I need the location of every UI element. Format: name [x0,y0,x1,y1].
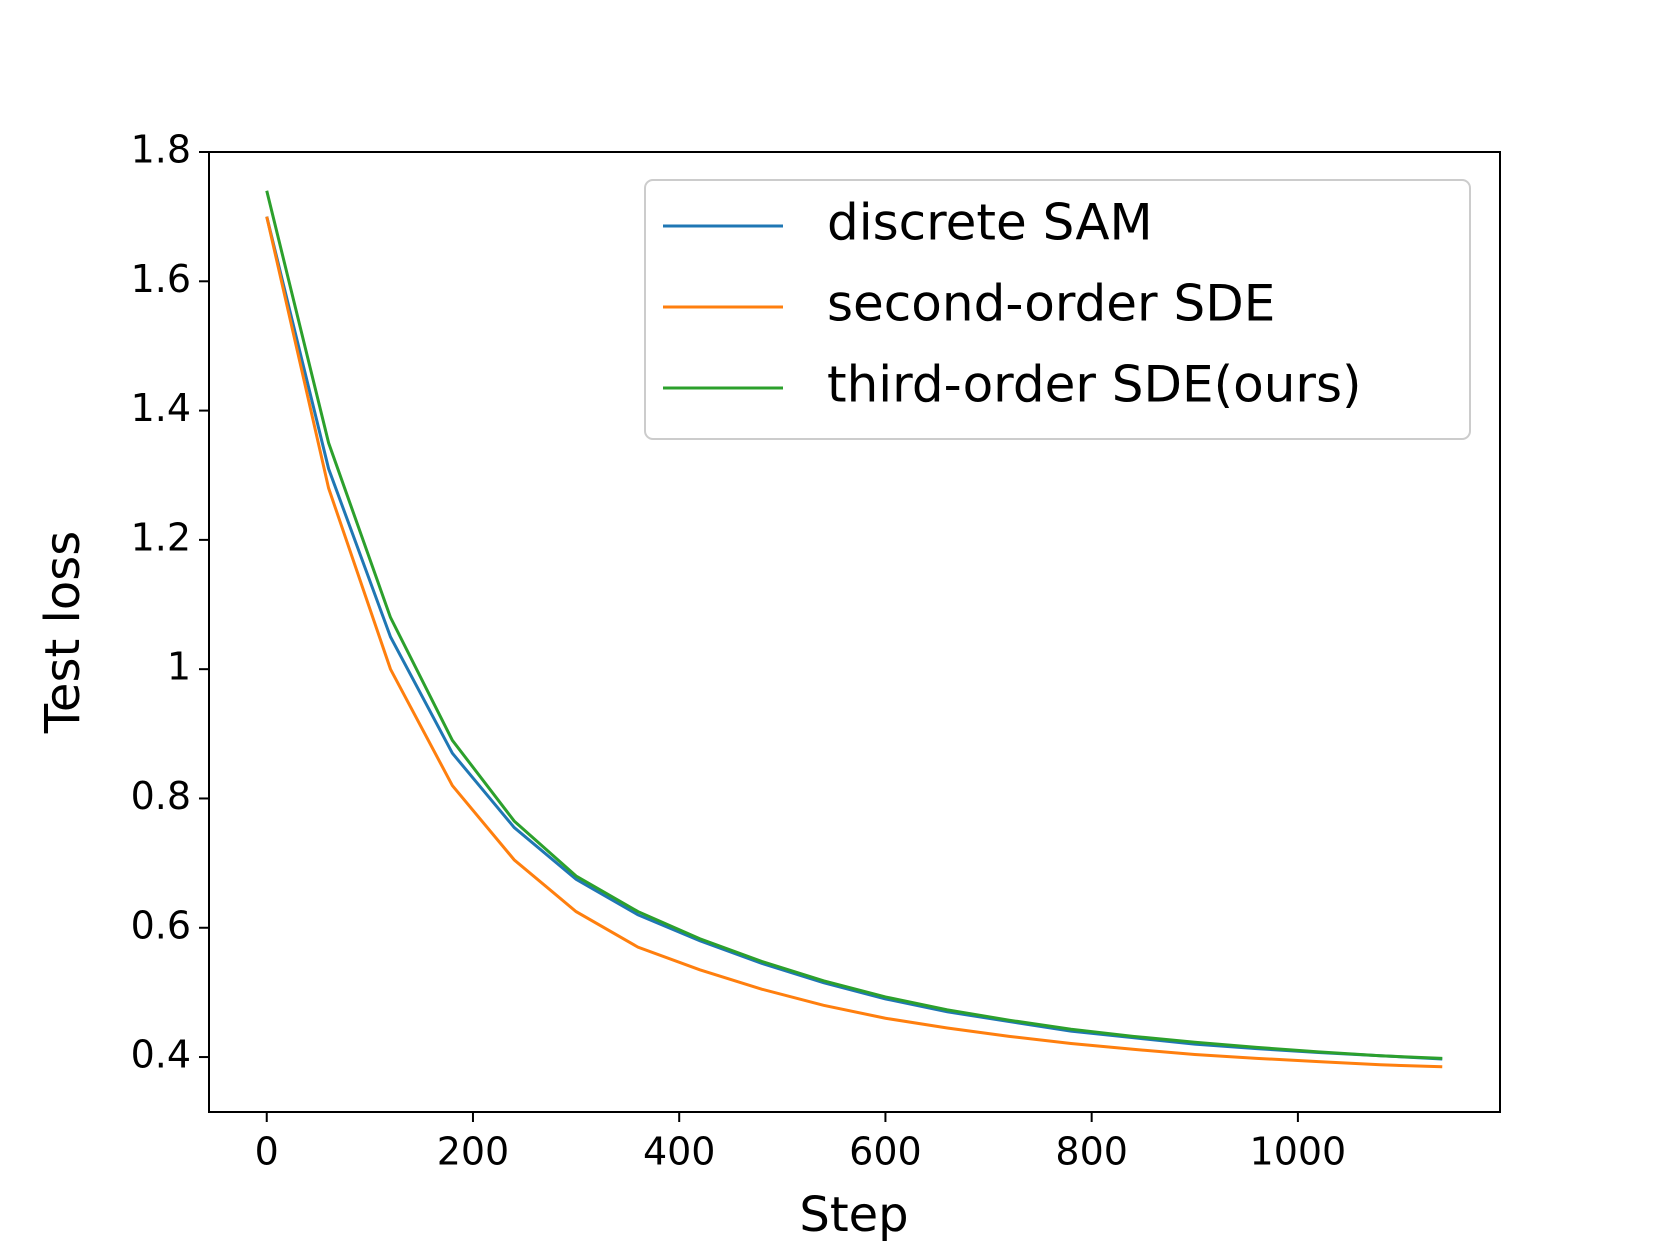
y-tick-label: 1.6 [131,257,191,301]
y-tick-label: 1 [167,645,191,689]
x-tick-label: 400 [643,1130,716,1174]
y-tick-label: 1.2 [131,515,191,559]
y-tick-label: 0.4 [131,1033,191,1077]
y-tick-label: 0.8 [131,774,191,818]
x-tick-label: 0 [255,1130,279,1174]
legend-label: third-order SDE(ours) [827,356,1362,414]
legend-label: discrete SAM [827,194,1153,252]
y-tick-label: 0.6 [131,903,191,947]
x-tick-label: 200 [437,1130,510,1174]
x-tick-label: 800 [1055,1130,1128,1174]
y-axis-label: Test loss [35,531,91,735]
y-tick-label: 1.8 [131,128,191,172]
legend-box [644,179,1471,440]
plot-frame [208,151,1501,1113]
y-tick-label: 1.4 [131,386,191,430]
x-axis-label: Step [799,1187,908,1242]
legend-label: second-order SDE [827,275,1275,333]
x-tick-label: 1000 [1250,1130,1347,1174]
x-tick-label: 600 [849,1130,922,1174]
series-line [265,190,1443,1060]
series-line [265,216,1443,1069]
